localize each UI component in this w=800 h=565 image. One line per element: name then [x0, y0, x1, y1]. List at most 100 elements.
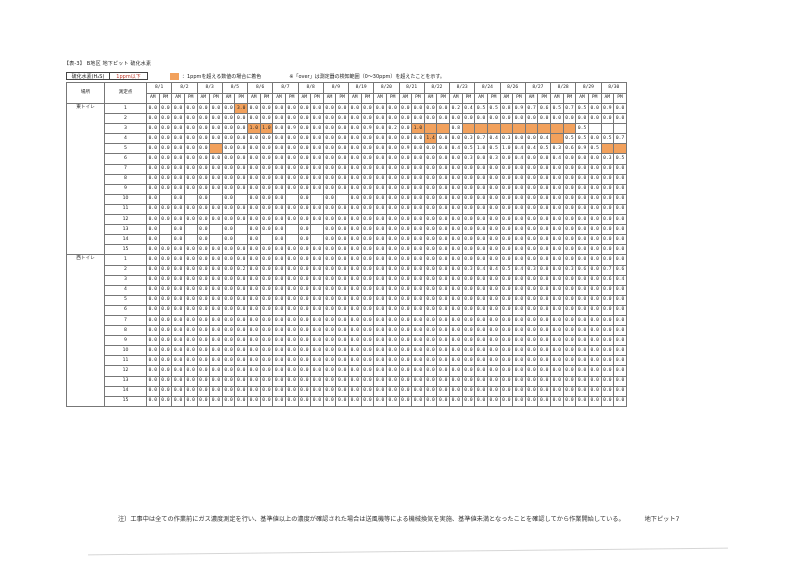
value-cell: 0.0	[335, 284, 349, 296]
date-header: 8/26	[499, 82, 526, 94]
value-cell: 0.0	[259, 133, 274, 145]
value-cell: 0.0	[436, 254, 450, 266]
value-cell: 0.0	[272, 234, 286, 246]
value-cell: 0.0	[310, 254, 324, 266]
value-cell: 0.0	[385, 395, 400, 407]
value-cell: 0.0	[486, 284, 501, 296]
value-cell: 0.0	[183, 244, 198, 256]
value-cell: 0.0	[575, 113, 589, 125]
value-cell: 0.0	[613, 234, 627, 246]
value-cell: 0.0	[411, 395, 425, 407]
value-cell: 0.0	[221, 203, 236, 216]
value-cell: 0.0	[322, 365, 337, 377]
value-cell: 0.0	[613, 345, 627, 357]
value-cell: 0.0	[373, 203, 387, 216]
value-cell: 0.0	[562, 345, 577, 357]
value-cell: 0.0	[310, 143, 324, 155]
value-cell: 0.0	[613, 193, 627, 205]
value-cell: 0.0	[209, 183, 223, 195]
value-cell: 0.0	[221, 123, 236, 135]
value-cell: 0.0	[474, 234, 488, 246]
value-cell: 0.0	[297, 193, 312, 205]
value-cell: 0.0	[322, 183, 337, 195]
value-cell: 0.0	[562, 325, 577, 337]
value-cell: 0.0	[171, 203, 185, 216]
value-cell: 0.0	[171, 153, 185, 165]
value-cell: 0.0	[385, 163, 400, 175]
value-cell: 0.0	[499, 304, 514, 316]
pm-header: PM	[259, 92, 274, 104]
value-cell: 0.0	[348, 123, 362, 135]
value-cell: 0.0	[537, 183, 551, 195]
value-cell: 0.0	[158, 375, 173, 387]
value-cell: 0.0	[587, 375, 602, 387]
value-cell: 0.0	[322, 375, 337, 387]
value-cell: 0.0	[411, 264, 425, 276]
value-cell: 0.0	[259, 345, 274, 357]
value-cell: 0.0	[171, 183, 185, 195]
value-cell: 0.0	[158, 274, 173, 286]
point-cell: 12	[104, 365, 147, 377]
value-cell: 0.0	[575, 183, 589, 195]
value-cell: 0.0	[613, 214, 627, 226]
point-cell: 3	[104, 123, 147, 135]
value-cell: 0.0	[297, 335, 312, 347]
point-cell: 15	[104, 395, 147, 407]
value-cell: 0.0	[196, 274, 211, 286]
value-cell: 0.0	[360, 345, 375, 357]
value-cell: 0.6	[600, 274, 615, 286]
value-cell: 0.0	[221, 193, 236, 205]
value-cell: 0.0	[385, 355, 400, 367]
value-cell: 0.0	[360, 304, 375, 316]
value-cell: 0.0	[474, 385, 488, 397]
value-cell: 0.0	[423, 385, 438, 397]
date-header: 8/29	[575, 82, 602, 94]
value-cell: 0.0	[247, 365, 261, 377]
value-cell: 0.0	[146, 314, 160, 327]
value-cell: 0.9	[284, 123, 299, 135]
pm-header: PM	[512, 92, 526, 104]
value-cell: 0.0	[335, 163, 349, 175]
value-cell: 0.0	[259, 214, 274, 226]
value-cell: 0.0	[499, 365, 514, 377]
value-cell: 0.0	[436, 133, 450, 145]
value-cell: 0.0	[272, 173, 286, 185]
value-cell: 0.0	[499, 375, 514, 387]
page-label: 地下ピット7	[644, 516, 680, 523]
value-cell: 0.0	[398, 214, 413, 226]
table-row: 2 0.0 0.0 0.0 0.0 0.0 0.0 0.0 0.2 0.0 0.0 0.0 0.0 0.0…	[67, 264, 627, 276]
value-cell: 0.0	[158, 365, 173, 377]
value-cell	[310, 224, 324, 236]
value-cell: 0.0	[209, 214, 223, 226]
value-cell: 0.0	[196, 102, 211, 115]
value-cell: 0.0	[234, 244, 248, 256]
value-cell: 0.0	[436, 102, 450, 115]
pm-header: PM	[486, 92, 501, 104]
value-cell: 0.0	[158, 254, 173, 266]
value-cell: 0.0	[600, 254, 615, 266]
value-cell: 0.0	[449, 294, 463, 306]
value-cell: 0.0	[335, 325, 349, 337]
value-cell: 0.0	[146, 264, 160, 276]
value-cell: 0.0	[524, 375, 539, 387]
value-cell: 0.0	[322, 153, 337, 165]
value-cell: 0.0	[474, 274, 488, 286]
value-cell: 1.0	[259, 123, 274, 135]
value-cell: 0.0	[436, 375, 450, 387]
value-cell: 0.5	[461, 143, 476, 155]
value-cell	[183, 193, 198, 205]
value-cell: 0.0	[385, 385, 400, 397]
value-cell: 0.0	[259, 173, 274, 185]
value-cell: 0.5	[486, 143, 501, 155]
value-cell: 0.0	[575, 325, 589, 337]
value-cell: 0.0	[297, 355, 312, 367]
value-cell: 0.0	[310, 345, 324, 357]
value-cell: 0.0	[234, 133, 248, 145]
value-cell: 0.0	[398, 254, 413, 266]
pm-header: PM	[385, 92, 400, 104]
value-cell: 0.0	[587, 365, 602, 377]
value-cell: 0.0	[221, 113, 236, 125]
date-header: 8/5	[221, 82, 249, 94]
value-cell: 0.0	[449, 274, 463, 286]
value-cell: 0.0	[486, 314, 501, 327]
